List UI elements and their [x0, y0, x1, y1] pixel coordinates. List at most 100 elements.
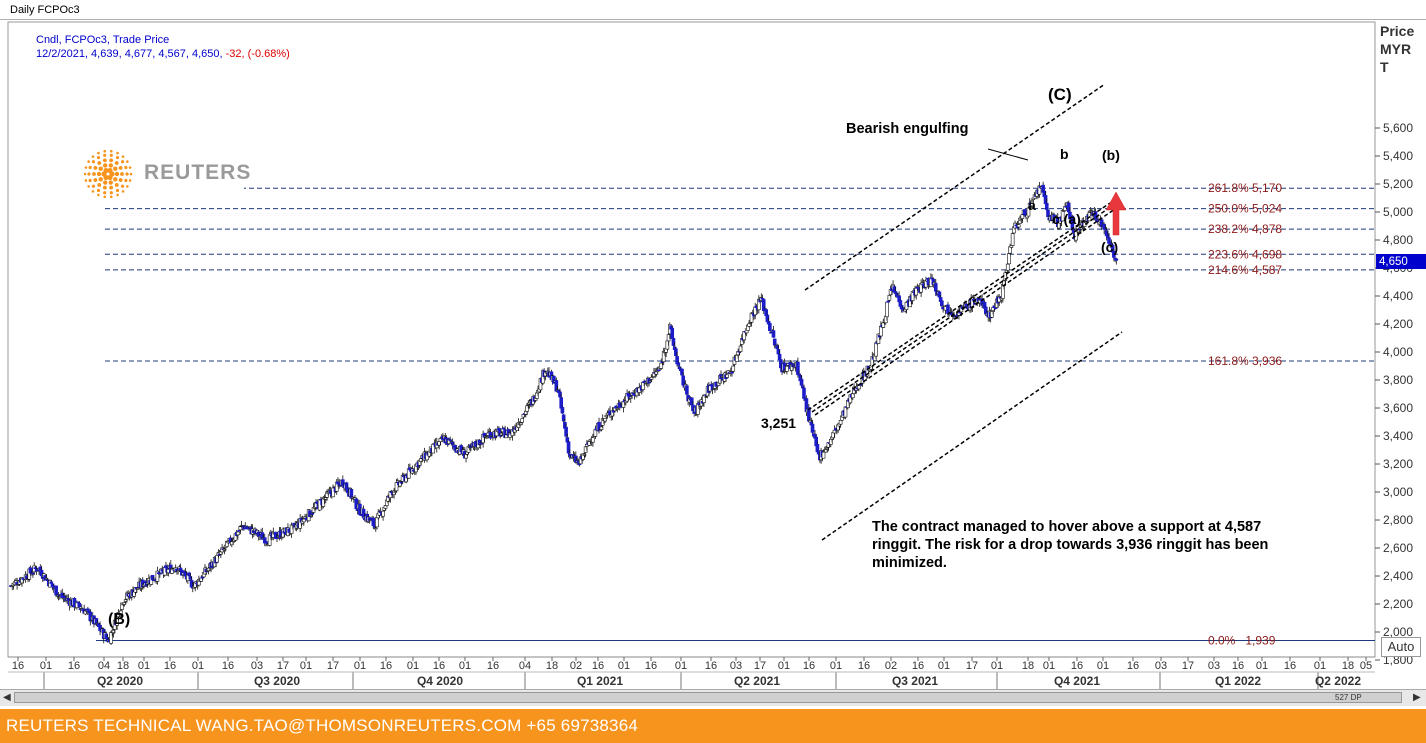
x-day-label: 01: [1043, 660, 1055, 672]
x-day-label: 01: [40, 660, 52, 672]
candle-body: [1114, 258, 1119, 261]
candle-body: [885, 301, 889, 318]
chart-annotation-label-C: (C): [1048, 85, 1072, 104]
x-day-label: 17: [966, 660, 978, 672]
chart-annotation-label-c2: (c): [1101, 239, 1118, 255]
candle-body: [857, 385, 861, 390]
x-day-label: 01: [459, 660, 471, 672]
time-scrollbar[interactable]: ◀ 527 DP ▶: [0, 689, 1426, 706]
x-day-label: 01: [1097, 660, 1109, 672]
candle-body: [659, 362, 664, 369]
x-day-label: 03: [1208, 660, 1220, 672]
y-tick-label: 2,600: [1383, 541, 1413, 555]
candle-body: [394, 482, 399, 492]
candle-body: [109, 632, 113, 644]
x-day-label: 02: [570, 660, 582, 672]
candle-body: [564, 426, 568, 437]
y-tick-label: 4,400: [1383, 289, 1413, 303]
x-day-label: 16: [68, 660, 80, 672]
x-quarter-label: Q1 2021: [577, 674, 623, 688]
x-day-label: 17: [327, 660, 339, 672]
chart-annotation-label-c-a: c (a): [1052, 211, 1081, 227]
candle-body: [438, 438, 443, 442]
price-chart[interactable]: 5,6005,4005,2005,0004,8004,6004,4004,200…: [0, 20, 1426, 690]
fib-level-label: 223.6% 4,698: [1208, 247, 1282, 261]
x-day-label: 01: [407, 660, 419, 672]
candle-body: [54, 585, 58, 596]
trend-channel-line: [821, 331, 1123, 541]
candle-body: [1093, 211, 1098, 220]
candle-body: [730, 371, 734, 374]
candle-body: [484, 436, 489, 439]
candle-body: [1010, 233, 1015, 246]
x-day-label: 01: [830, 660, 842, 672]
candle-body: [657, 369, 661, 372]
candle-body: [301, 518, 306, 523]
legend-values: 12/2/2021, 4,639, 4,677, 4,567, 4,650, -…: [36, 48, 290, 60]
scroll-right-icon[interactable]: ▶: [1413, 692, 1421, 703]
candle-body: [264, 541, 268, 543]
candle-body: [725, 374, 729, 378]
x-quarter-label: Q4 2021: [1054, 674, 1100, 688]
y-tick-label: 3,000: [1383, 485, 1413, 499]
price-axis-title-line: T: [1380, 59, 1389, 75]
chart-annotation-label-low: 3,251: [761, 415, 796, 431]
candle-body: [1016, 224, 1021, 228]
chart-annotation-label-b: b: [1060, 146, 1069, 162]
candle-body: [599, 426, 604, 430]
y-tick-label: 3,800: [1383, 373, 1413, 387]
x-quarter-label: Q1 2022: [1215, 674, 1261, 688]
candle-body: [615, 408, 620, 410]
x-day-label: 03: [730, 660, 742, 672]
x-day-label: 01: [991, 660, 1003, 672]
candle-body: [331, 487, 335, 498]
x-day-label: 16: [433, 660, 445, 672]
y-tick-label: 5,400: [1383, 149, 1413, 163]
x-day-label: 01: [138, 660, 150, 672]
candle-body: [887, 295, 892, 301]
chart-annotation-label-b2: (b): [1102, 147, 1120, 163]
x-day-label: 05: [1360, 660, 1372, 672]
candle-body: [1046, 209, 1050, 218]
legend-ohlc: 12/2/2021, 4,639, 4,677, 4,567, 4,650,: [36, 48, 223, 60]
y-tick-label: 3,400: [1383, 429, 1413, 443]
scrollbar-thumb[interactable]: [14, 692, 1402, 703]
x-day-label: 01: [1256, 660, 1268, 672]
y-tick-label: 2,200: [1383, 597, 1413, 611]
x-day-label: 18: [117, 660, 129, 672]
candle-body: [155, 570, 160, 582]
candle-body: [119, 610, 123, 616]
candle-body: [785, 365, 789, 372]
trend-channel-line: [814, 208, 1116, 416]
candle-body: [757, 298, 761, 311]
trend-channel-line: [807, 202, 1111, 411]
x-quarter-label: Q2 2021: [734, 674, 780, 688]
x-day-label: 16: [487, 660, 499, 672]
annotation-pointer-line: [987, 148, 1029, 161]
x-quarter-label: Q2 2022: [1315, 674, 1361, 688]
candle-body: [1112, 251, 1116, 258]
candle-body: [381, 510, 385, 517]
candle-body: [349, 488, 354, 499]
candle-body: [560, 407, 565, 414]
candle-body: [310, 513, 315, 515]
x-quarter-label: Q3 2020: [254, 674, 300, 688]
candle-body: [197, 579, 201, 586]
legend-series: Cndl, FCPOc3, Trade Price: [36, 34, 170, 46]
candle-body: [1020, 214, 1025, 219]
x-quarter-label: Q2 2020: [97, 674, 143, 688]
x-day-label: 16: [803, 660, 815, 672]
candle-body: [86, 608, 90, 611]
x-day-label: 01: [300, 660, 312, 672]
x-day-label: 16: [592, 660, 604, 672]
x-day-label: 18: [546, 660, 558, 672]
x-day-label: 01: [938, 660, 950, 672]
candle-body: [1026, 207, 1031, 217]
y-tick-label: 5,200: [1383, 177, 1413, 191]
plot-area: [7, 21, 1376, 658]
x-day-label: 16: [645, 660, 657, 672]
auto-scale-button[interactable]: Auto: [1381, 637, 1421, 657]
candle-body: [670, 327, 675, 339]
scroll-left-icon[interactable]: ◀: [3, 692, 11, 703]
